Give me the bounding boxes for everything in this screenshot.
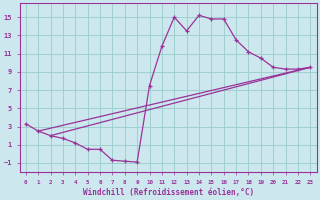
X-axis label: Windchill (Refroidissement éolien,°C): Windchill (Refroidissement éolien,°C): [83, 188, 254, 197]
